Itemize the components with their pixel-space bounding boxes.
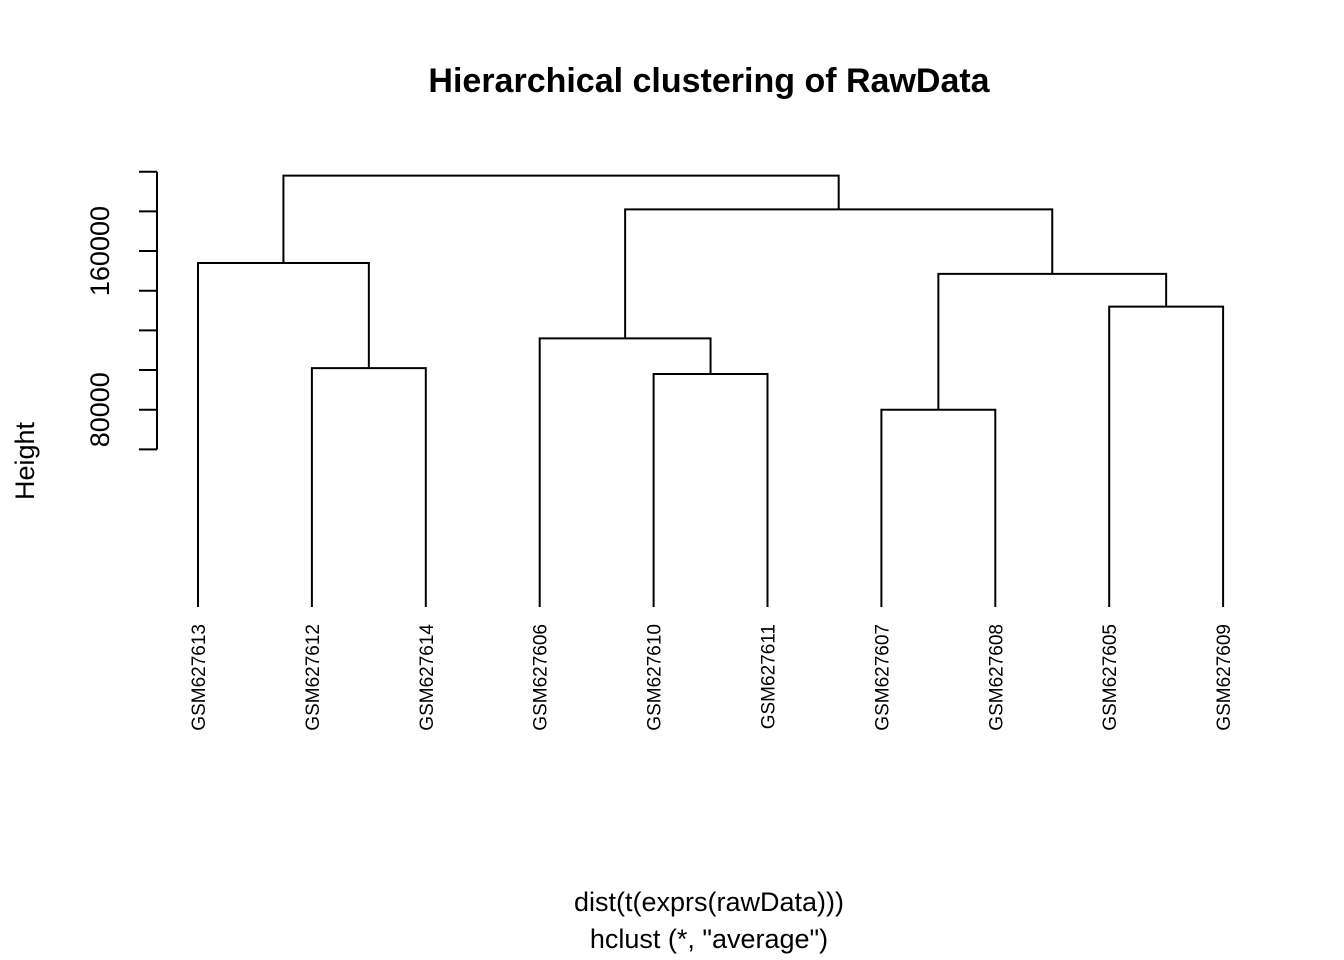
dendrogram-tree (197, 174, 1225, 607)
leaf-label: GSM627611 (759, 624, 780, 729)
leaf-label: GSM627613 (189, 624, 210, 731)
leaf-label: GSM627608 (986, 624, 1007, 731)
leaf-label: GSM627606 (531, 624, 552, 731)
y-tick-label: 160000 (85, 206, 115, 296)
leaf-label: GSM627614 (417, 624, 438, 731)
y-tick-label: 80000 (85, 372, 115, 447)
leaf-label: GSM627609 (1214, 624, 1235, 731)
dendrogram-branch (880, 408, 997, 607)
method-label: hclust (*, "average") (590, 924, 828, 954)
dendrogram-branch (282, 174, 840, 263)
dendrogram-branch (538, 337, 712, 607)
dendrogram-branch (310, 367, 427, 607)
leaf-label: GSM627607 (872, 624, 893, 731)
y-axis-label: Height (10, 421, 40, 500)
leaf-label: GSM627612 (303, 624, 324, 731)
dendrogram-branch (937, 272, 1168, 410)
x-axis-label: dist(t(exprs(rawData))) (574, 887, 844, 917)
y-axis: 80000 160000 (85, 170, 158, 451)
leaf-label: GSM627610 (645, 624, 666, 731)
chart-title: Hierarchical clustering of RawData (428, 62, 990, 100)
dendrogram-branch (197, 261, 370, 607)
dendrogram-branch (1108, 305, 1225, 607)
dendrogram-branch (652, 373, 769, 607)
leaf-label: GSM627605 (1100, 624, 1121, 731)
leaf-labels: GSM627613 GSM627612 GSM627614 GSM627606 GSM6… (189, 624, 1235, 731)
